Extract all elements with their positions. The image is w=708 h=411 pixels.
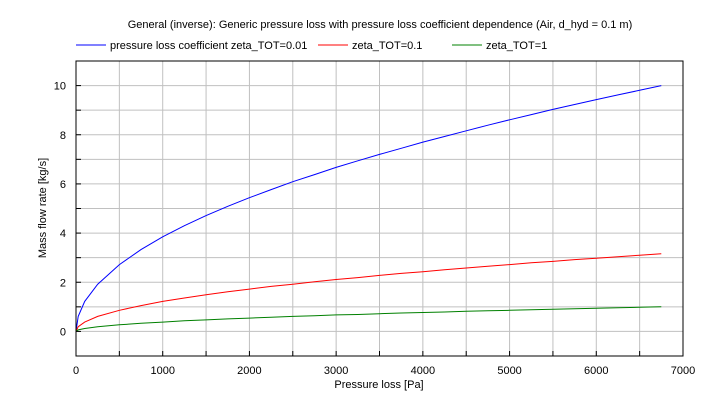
y-tick-label: 6 [60, 179, 66, 191]
x-tick-label: 7000 [671, 365, 695, 377]
x-tick-label: 0 [73, 365, 79, 377]
series-group [75, 85, 662, 332]
legend-label-1: zeta_TOT=0.1 [352, 40, 422, 52]
y-tick-label: 8 [60, 130, 66, 142]
grid [75, 60, 684, 357]
x-tick-label: 3000 [324, 365, 348, 377]
x-axis-label: Pressure loss [Pa] [334, 379, 423, 391]
y-tick-label: 4 [60, 228, 66, 240]
x-tick-label: 2000 [237, 365, 261, 377]
legend-label-0: pressure loss coefficient zeta_TOT=0.01 [110, 40, 307, 52]
x-tick-label: 4000 [411, 365, 435, 377]
y-axis-label: Mass flow rate [kg/s] [37, 158, 49, 258]
axis-ticks: 0 1000 2000 3000 4000 5000 6000 7000 0 2 4 6 8 10 [54, 60, 695, 377]
x-tick-label: 6000 [584, 365, 608, 377]
series-line-2 [75, 306, 662, 332]
chart-title: General (inverse): Generic pressure loss… [128, 19, 633, 31]
legend-label-2: zeta_TOT=1 [486, 40, 547, 52]
y-tick-label: 2 [60, 277, 66, 289]
y-tick-label: 0 [60, 326, 66, 338]
y-tick-label: 10 [54, 81, 66, 93]
series-line-0 [75, 85, 662, 332]
x-tick-label: 5000 [497, 365, 521, 377]
x-tick-label: 1000 [150, 365, 174, 377]
series-line-1 [75, 253, 662, 332]
legend: pressure loss coefficient zeta_TOT=0.01 z… [76, 40, 547, 52]
